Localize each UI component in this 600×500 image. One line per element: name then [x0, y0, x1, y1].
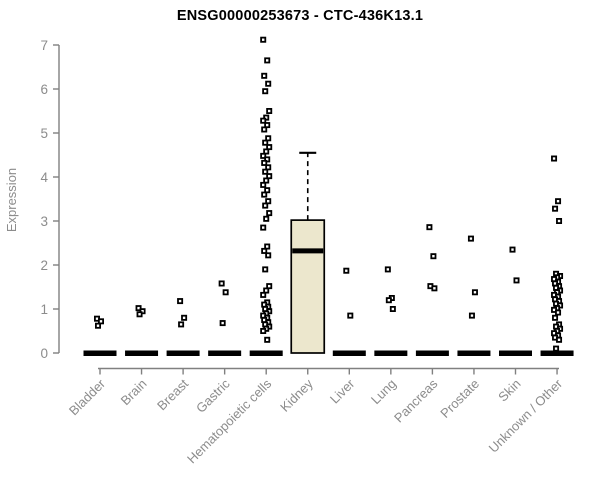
data-point	[178, 321, 185, 328]
data-point	[264, 336, 271, 343]
data-point	[555, 309, 562, 316]
flat-zero-box	[332, 350, 366, 356]
data-point	[262, 88, 269, 95]
y-tick-label: 5	[40, 126, 48, 141]
data-point	[553, 345, 560, 352]
data-point	[263, 215, 270, 222]
flat-zero-box	[83, 350, 117, 356]
data-point	[260, 291, 267, 298]
data-point	[136, 311, 143, 318]
data-point	[555, 198, 562, 205]
flat-zero-box	[457, 350, 491, 356]
data-point	[551, 155, 558, 162]
category-label: Brain	[118, 376, 150, 408]
data-point	[264, 57, 271, 64]
data-point	[384, 266, 391, 273]
data-point	[260, 152, 267, 159]
y-tick-label: 0	[40, 346, 48, 361]
y-tick-label: 3	[40, 214, 48, 229]
category-label: Breast	[154, 376, 191, 413]
data-point	[556, 336, 563, 343]
data-point	[468, 312, 475, 319]
chart-title: ENSG00000253673 - CTC-436K13.1	[176, 8, 424, 24]
data-point	[426, 224, 433, 231]
flat-zero-box	[249, 350, 283, 356]
data-point	[219, 320, 226, 327]
data-point	[431, 285, 438, 292]
data-point	[262, 202, 269, 209]
category-label: Bladder	[66, 376, 109, 419]
data-point	[552, 205, 559, 212]
data-point	[218, 280, 225, 287]
data-point	[139, 308, 146, 315]
y-tick-label: 4	[40, 170, 48, 185]
data-point	[471, 289, 478, 296]
data-point	[266, 210, 273, 217]
data-point	[260, 181, 267, 188]
data-point	[343, 267, 350, 274]
category-label: Skin	[495, 376, 523, 404]
data-point	[181, 314, 188, 321]
y-tick-label: 6	[40, 82, 48, 97]
data-point	[222, 289, 229, 296]
data-point	[262, 168, 269, 175]
flat-zero-box	[208, 350, 242, 356]
y-axis-label: Expression	[4, 167, 19, 233]
data-point	[95, 322, 102, 329]
flat-zero-box	[499, 350, 532, 356]
category-label: Kidney	[277, 376, 316, 415]
data-point	[265, 80, 272, 87]
data-point	[260, 36, 267, 43]
data-point	[509, 246, 516, 253]
category-label: Pancreas	[391, 376, 441, 426]
data-point	[261, 72, 268, 79]
data-point	[347, 312, 354, 319]
data-point	[262, 139, 269, 146]
data-point	[262, 266, 269, 273]
data-point	[177, 298, 184, 305]
category-label: Prostate	[437, 376, 482, 421]
data-point	[430, 253, 437, 260]
data-point	[261, 126, 268, 133]
data-point	[266, 108, 273, 115]
flat-zero-box	[540, 350, 574, 356]
data-point	[260, 224, 267, 231]
box	[290, 219, 326, 354]
data-point	[135, 305, 142, 312]
data-point	[261, 191, 268, 198]
data-point	[260, 327, 267, 334]
y-tick-label: 7	[40, 38, 48, 53]
flat-zero-box	[374, 350, 408, 356]
y-tick-label: 2	[40, 258, 48, 273]
flat-zero-box	[166, 350, 200, 356]
data-point	[552, 314, 559, 321]
data-point	[467, 235, 474, 242]
y-tick-label: 1	[40, 302, 48, 317]
data-point	[385, 297, 392, 304]
flat-zero-box	[415, 350, 449, 356]
category-label: Gastric	[193, 376, 233, 416]
data-point	[265, 252, 272, 259]
data-point	[389, 305, 396, 312]
category-label: Liver	[327, 376, 358, 407]
category-label: Unknown / Other	[486, 376, 566, 456]
data-point	[513, 277, 520, 284]
data-point	[260, 117, 267, 124]
flat-zero-box	[125, 350, 159, 356]
category-label: Lung	[368, 376, 399, 407]
data-point	[261, 159, 268, 166]
data-point	[556, 217, 563, 224]
data-point	[261, 247, 268, 254]
